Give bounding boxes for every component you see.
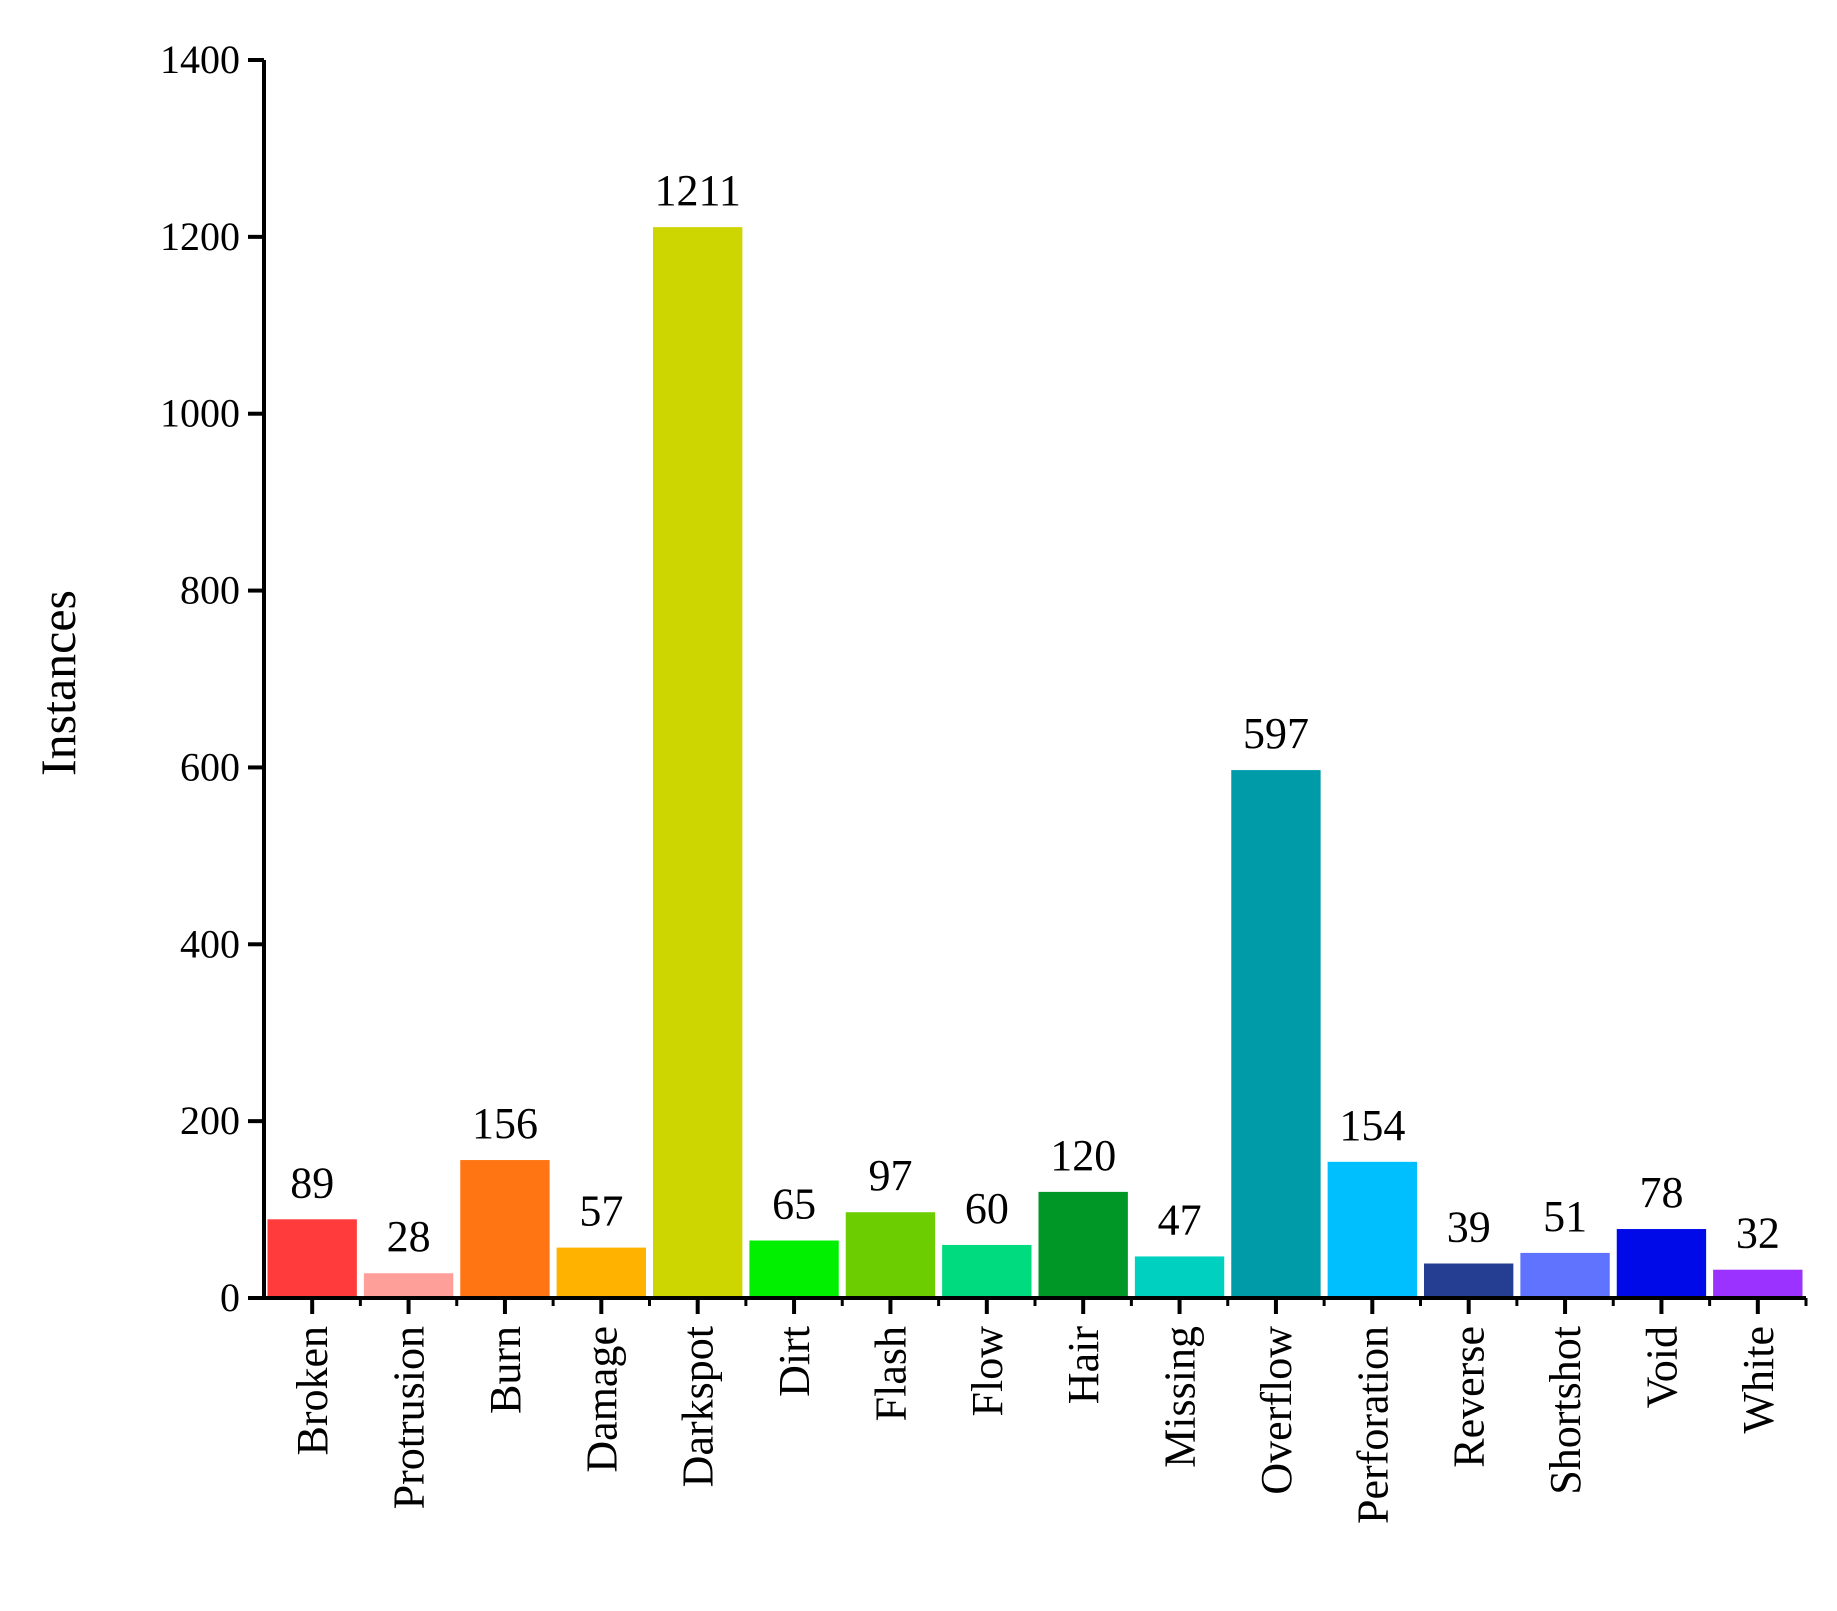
bar-damage: [556, 1247, 646, 1298]
x-tick-label-hair: Hair: [1059, 1326, 1108, 1405]
y-tick-label: 0: [220, 1275, 240, 1320]
x-tick-label-flash: Flash: [866, 1326, 915, 1421]
x-axis-ticks: Broken Protrusion Burn Damage Darkspot Dirt Fl…: [288, 1298, 1808, 1524]
data-label-protrusion: 28: [387, 1212, 431, 1261]
bar-void: [1616, 1229, 1707, 1298]
data-label-damage: 57: [579, 1187, 623, 1236]
data-label-hair: 120: [1050, 1131, 1116, 1180]
x-tick-label-reverse: Reverse: [1445, 1326, 1494, 1468]
bar-perforation: [1327, 1161, 1417, 1298]
data-label-white: 32: [1736, 1209, 1780, 1258]
y-axis-title: Instances: [30, 590, 86, 776]
bar-white: [1713, 1269, 1803, 1298]
x-tick-label-perforation: Perforation: [1348, 1326, 1397, 1524]
y-axis-ticks: 0 200 400 600 800 1000 1200 1400: [160, 37, 264, 1320]
data-label-missing: 47: [1158, 1195, 1202, 1244]
bar-missing: [1134, 1256, 1225, 1298]
x-tick-label-protrusion: Protrusion: [385, 1326, 434, 1509]
x-tick-label-white: White: [1734, 1326, 1783, 1434]
y-tick-label: 800: [180, 568, 240, 613]
y-tick-label: 1200: [160, 214, 240, 259]
data-label-perforation: 154: [1339, 1101, 1405, 1150]
bar-flash: [845, 1212, 936, 1298]
data-label-burn: 156: [472, 1099, 538, 1148]
x-tick-label-damage: Damage: [577, 1326, 626, 1473]
bar-protrusion: [363, 1273, 454, 1298]
x-tick-label-void: Void: [1637, 1326, 1686, 1408]
data-label-overflow: 597: [1243, 709, 1309, 758]
x-tick-label-dirt: Dirt: [770, 1326, 819, 1397]
bar-burn: [460, 1160, 550, 1298]
data-label-reverse: 39: [1447, 1203, 1491, 1252]
bar-darkspot: [653, 227, 743, 1298]
data-label-flash: 97: [868, 1151, 912, 1200]
bar-shortshot: [1520, 1252, 1610, 1298]
bar-flow: [942, 1244, 1032, 1298]
y-tick-label: 1000: [160, 391, 240, 436]
y-tick-label: 1400: [160, 37, 240, 82]
y-tick-label: 400: [180, 921, 240, 966]
x-tick-label-broken: Broken: [288, 1326, 337, 1456]
y-tick-label: 600: [180, 744, 240, 789]
value-labels-group: 89 28 156 57 1211 65 97 60 120 47 597 154 39 51 78 32: [290, 166, 1780, 1261]
bar-broken: [267, 1219, 357, 1298]
bar-hair: [1038, 1191, 1128, 1298]
data-label-void: 78: [1639, 1168, 1683, 1217]
x-tick-label-missing: Missing: [1156, 1326, 1205, 1468]
data-label-dirt: 65: [772, 1180, 816, 1229]
x-tick-label-overflow: Overflow: [1252, 1326, 1301, 1495]
bar-dirt: [749, 1240, 839, 1298]
x-tick-label-flow: Flow: [963, 1326, 1012, 1417]
data-label-shortshot: 51: [1543, 1192, 1587, 1241]
bar-reverse: [1424, 1263, 1514, 1298]
x-tick-label-shortshot: Shortshot: [1541, 1326, 1590, 1495]
x-tick-label-darkspot: Darkspot: [674, 1326, 723, 1487]
bar-overflow: [1231, 770, 1321, 1298]
data-label-flow: 60: [965, 1184, 1009, 1233]
data-label-darkspot: 1211: [655, 166, 741, 215]
bars-group: [267, 227, 1803, 1298]
x-tick-label-burn: Burn: [481, 1326, 530, 1414]
data-label-broken: 89: [290, 1158, 334, 1207]
y-tick-label: 200: [180, 1098, 240, 1143]
